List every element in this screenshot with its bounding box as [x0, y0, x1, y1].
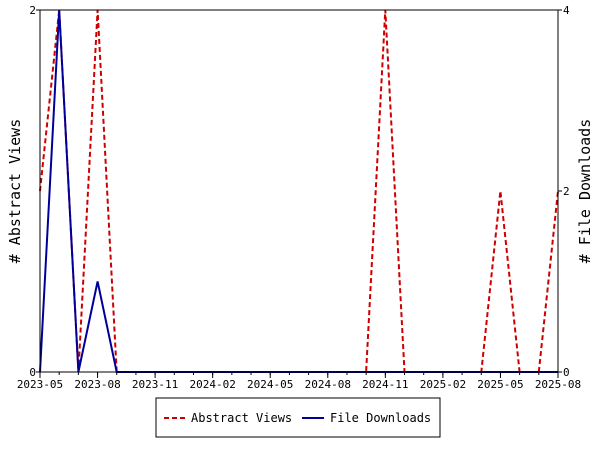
axis-layer: 2023-05 2023-08 2023-11 2024-02 2024-05 2024-…: [17, 4, 581, 391]
legend: Abstract Views File Downloads: [155, 397, 441, 438]
x-tick-label: 2023-05: [17, 378, 63, 391]
y-axis-right-title: # File Downloads: [576, 119, 594, 264]
legend-label-abstract-views: Abstract Views: [191, 411, 292, 425]
y-left-tick-label: 2: [29, 4, 36, 17]
x-tick-label: 2024-11: [362, 378, 408, 391]
x-tick-label: 2024-08: [305, 378, 351, 391]
y-axis-left-title: # Abstract Views: [6, 119, 24, 264]
x-tick-label: 2024-02: [189, 378, 235, 391]
x-tick-label: 2025-08: [535, 378, 581, 391]
y-right-tick-label: 4: [563, 4, 570, 17]
y-left-tick-label: 0: [29, 366, 36, 379]
x-tick-label: 2023-11: [132, 378, 178, 391]
plot-area: [40, 10, 558, 372]
legend-box: [155, 397, 441, 438]
y-right-tick-label: 2: [563, 185, 570, 198]
legend-label-file-downloads: File Downloads: [330, 411, 431, 425]
x-tick-label: 2023-08: [74, 378, 120, 391]
x-tick-label: 2024-05: [247, 378, 293, 391]
x-tick-label: 2025-05: [477, 378, 523, 391]
x-tick-label: 2025-02: [420, 378, 466, 391]
y-right-tick-label: 0: [563, 366, 570, 379]
